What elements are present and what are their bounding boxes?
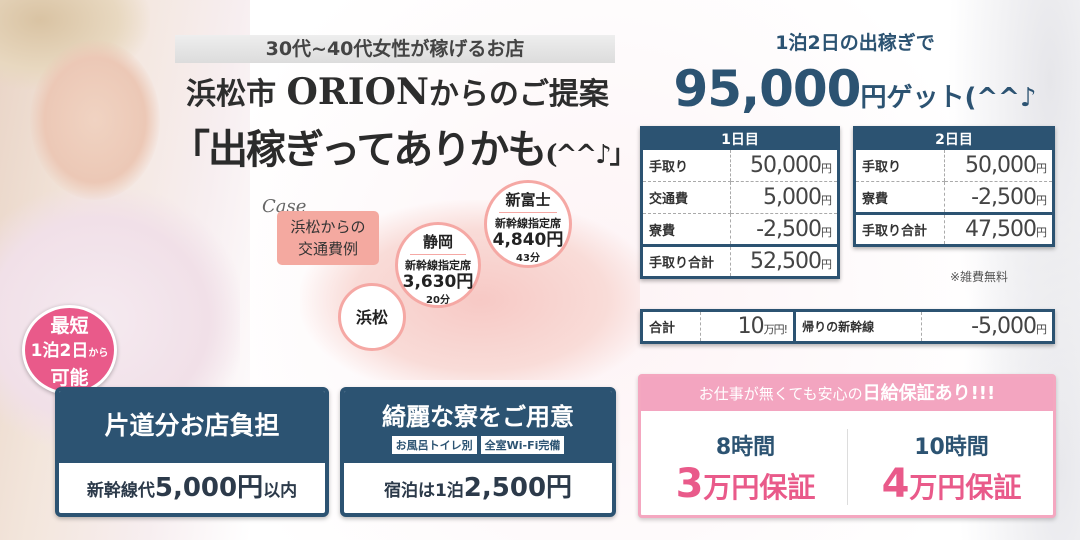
fare: 3,630円 bbox=[402, 272, 474, 292]
fare: 4,840円 bbox=[492, 230, 564, 250]
total-row: 手取り合計 47,500円 bbox=[854, 212, 1054, 246]
total-row: 手取り合計 52,500円 bbox=[641, 244, 839, 278]
feature-dormitory: 綺麗な寮をご用意 お風呂トイレ別 全室Wi-Fi完備 宿泊は1泊2,500円 bbox=[340, 387, 616, 517]
badge-stay: 1泊2日 bbox=[30, 341, 89, 361]
station-name: 静岡 bbox=[410, 231, 466, 255]
main-title: 「出稼ぎってありかも(^^♪」 bbox=[170, 122, 636, 178]
total-label: 合計 bbox=[649, 321, 676, 336]
pin-hamamatsu: 浜松 bbox=[338, 283, 406, 351]
divider bbox=[847, 429, 848, 505]
headline-rest: 円ゲット(^^♪ bbox=[860, 83, 1037, 113]
seat-type: 新幹線指定席 bbox=[495, 217, 561, 230]
detail-pre: 宿泊は1泊 bbox=[383, 481, 464, 501]
daily-guarantee-box: お仕事が無くても安心の日給保証あり!!! 8時間 3万円保証 10時間 4万円保証 bbox=[638, 374, 1056, 518]
feature-title: 片道分お店負担 bbox=[59, 391, 325, 463]
model-face bbox=[30, 40, 160, 200]
badge-line: 最短 bbox=[50, 315, 89, 337]
table-row: 手取り 50,000円 bbox=[641, 149, 839, 182]
case-box-line: 浜松からの bbox=[290, 218, 366, 236]
pin-shizuoka: 静岡新幹線指定席 3,630円 20分 bbox=[395, 222, 481, 308]
return-label: 帰りの新幹線 bbox=[802, 320, 875, 334]
day1-table: 1日目 手取り 50,000円 交通費 5,000円 寮費 -2,500円 手取り合計… bbox=[640, 126, 840, 279]
station-name: 新富士 bbox=[499, 189, 557, 213]
headline-earnings: 95,000円ゲット(^^♪ bbox=[640, 60, 1070, 118]
summary-table: 合計 10万円! 帰りの新幹線 -5,000円 bbox=[640, 309, 1055, 344]
tagline: 30代~40代女性が稼げるお店 bbox=[175, 35, 615, 63]
feature-header: 綺麗な寮をご用意 お風呂トイレ別 全室Wi-Fi完備 bbox=[344, 391, 612, 463]
pin-shinfuji: 新富士新幹線指定席 4,840円 43分 bbox=[484, 180, 572, 268]
total-value: 10万円! bbox=[700, 310, 797, 343]
badge-line: 可能 bbox=[50, 367, 89, 389]
detail-pre: 新幹線代 bbox=[86, 481, 155, 501]
subheadline: 1泊2日の出稼ぎで bbox=[775, 32, 935, 54]
travel-time: 20分 bbox=[426, 295, 450, 306]
return-value: -5,000円 bbox=[921, 310, 1054, 343]
table-row: 寮費 -2,500円 bbox=[854, 181, 1054, 214]
guarantee-8h: 8時間 3万円保証 bbox=[675, 435, 816, 507]
travel-time: 43分 bbox=[516, 253, 540, 264]
table-title: 2日目 bbox=[854, 127, 1054, 150]
main-title-emote: (^^♪」 bbox=[545, 140, 635, 170]
feature-detail: 宿泊は1泊2,500円 bbox=[344, 463, 612, 513]
table-row: 手取り 50,000円 bbox=[854, 149, 1054, 182]
title-suffix: からのご提案 bbox=[428, 77, 609, 112]
main-title-text: 「出稼ぎってありかも bbox=[170, 126, 547, 173]
headline-amount: 95,000 bbox=[673, 60, 862, 118]
badge-line: 1泊2日から bbox=[25, 339, 114, 366]
table-row: 交通費 5,000円 bbox=[641, 181, 839, 214]
detail-num: 5,000円 bbox=[154, 473, 264, 503]
station-name: 浜松 bbox=[355, 308, 388, 327]
chip-bath: お風呂トイレ別 bbox=[391, 436, 477, 454]
feature-travel-cost: 片道分お店負担 新幹線代5,000円以内 bbox=[55, 387, 329, 517]
min-stay-badge: 最短 1泊2日から 可能 bbox=[22, 305, 117, 395]
detail-post: 以内 bbox=[263, 481, 298, 501]
misc-free-note: ※雑費無料 bbox=[950, 270, 1009, 284]
feature-detail: 新幹線代5,000円以内 bbox=[59, 463, 325, 513]
table-row: 合計 10万円! 帰りの新幹線 -5,000円 bbox=[642, 310, 1054, 343]
day2-table: 2日目 手取り 50,000円 寮費 -2,500円 手取り合計 47,500円 bbox=[853, 126, 1055, 247]
detail-num: 2,500円 bbox=[463, 473, 573, 503]
badge-from: から bbox=[88, 348, 109, 359]
title-city: 浜松市 bbox=[186, 77, 277, 112]
guarantee-10h: 10時間 4万円保証 bbox=[881, 435, 1022, 507]
table-row: 寮費 -2,500円 bbox=[641, 213, 839, 246]
feature-title: 綺麗な寮をご用意 bbox=[382, 403, 574, 431]
table-title: 1日目 bbox=[641, 127, 839, 150]
guarantee-header: お仕事が無くても安心の日給保証あり!!! bbox=[641, 377, 1053, 411]
case-box: 浜松からの 交通費例 bbox=[277, 211, 379, 265]
case-box-line: 交通費例 bbox=[297, 240, 358, 258]
seat-type: 新幹線指定席 bbox=[405, 259, 471, 272]
brand-name: ORION bbox=[286, 71, 429, 113]
chip-wifi: 全室Wi-Fi完備 bbox=[480, 436, 565, 454]
title-proposal: 浜松市 ORIONからのご提案 bbox=[170, 70, 625, 114]
